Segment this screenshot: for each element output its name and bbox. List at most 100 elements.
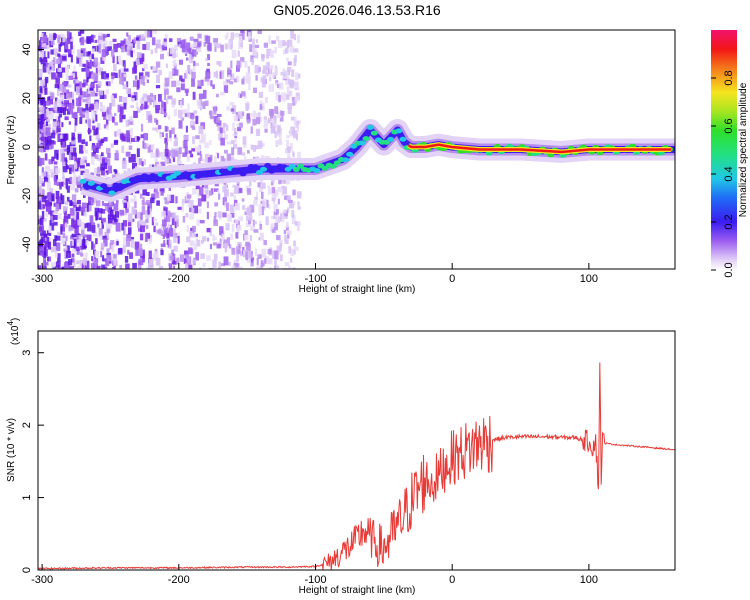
spectrogram-speckle (57, 231, 61, 238)
spectrogram-speckle (185, 125, 188, 133)
spectrogram-speckle (207, 62, 210, 67)
spectrogram-speckle (93, 263, 99, 269)
ridge-blob (100, 183, 108, 189)
spectrogram-speckle (73, 242, 77, 251)
spectrogram-speckle (132, 262, 137, 269)
spectrogram-speckle (226, 202, 230, 211)
spectrogram-speckle (281, 211, 285, 218)
spectrogram-speckle (155, 222, 159, 226)
spectrogram-speckle (132, 67, 137, 74)
spectrogram-speckle (210, 116, 216, 120)
spectrogram-speckle (250, 126, 253, 134)
spectrogram-speckle (160, 249, 164, 256)
spectrogram-speckle (75, 246, 80, 251)
spectrogram-speckle (82, 98, 88, 103)
spectrogram-speckle (186, 112, 191, 118)
spectrogram-speckle (215, 93, 219, 98)
spectrogram-speckle (96, 173, 101, 179)
spectrogram-speckle (135, 248, 141, 256)
spectrogram-speckle (41, 189, 45, 197)
spectrogram-speckle (227, 213, 232, 222)
spectrogram-speckle (97, 166, 101, 173)
spectrogram-speckle (288, 246, 292, 254)
spectrogram-speckle (47, 241, 52, 250)
spectrogram-speckle (164, 77, 170, 87)
spectrogram-speckle (64, 100, 69, 105)
spectrogram-speckle (107, 153, 111, 159)
spectrogram-speckle (224, 149, 228, 154)
spectrogram-speckle (152, 66, 157, 71)
spectrogram-speckle (72, 202, 77, 208)
spectrogram-speckle (164, 159, 169, 165)
spectrogram-speckle (212, 242, 218, 246)
spectrogram-speckle (276, 35, 280, 42)
spectrogram-speckle (289, 128, 292, 137)
spectrogram-speckle (96, 123, 101, 130)
spectrogram-speckle (150, 193, 155, 199)
spectrogram-speckle (61, 266, 67, 269)
spectrogram-speckle (286, 146, 291, 154)
spectrogram-speckle (95, 101, 99, 110)
spectrogram-speckle (213, 37, 218, 43)
spectrogram-speckle (179, 75, 183, 82)
spectrogram-speckle (230, 108, 235, 112)
spectrogram-speckle (297, 120, 301, 125)
spectrogram-speckle (46, 100, 51, 106)
spectrogram-speckle (152, 253, 158, 261)
spectrogram-speckle (83, 234, 87, 238)
spectrogram-speckle (263, 119, 269, 128)
spectrogram-speckle (271, 83, 274, 92)
spectrogram-speckle (287, 39, 293, 48)
spectrogram-speckle (90, 156, 95, 165)
spectrogram-speckle (293, 33, 296, 41)
spectrogram-speckle (48, 232, 52, 236)
spectrogram-speckle (114, 112, 117, 117)
spectrogram-speckle (272, 200, 276, 204)
colorbar-tick-label: 0.0 (723, 262, 735, 277)
spectrogram-speckle (108, 40, 113, 47)
spectrogram-speckle (159, 133, 163, 139)
spectrogram-speckle (291, 69, 295, 77)
spectrogram-speckle (153, 225, 156, 233)
spectrogram-speckle (155, 102, 161, 107)
spectrogram-speckle (156, 200, 160, 206)
spectrogram-speckle (144, 201, 148, 206)
spectrogram-speckle (168, 71, 174, 79)
spectrogram-speckle (227, 69, 232, 77)
spectrogram-speckle (224, 201, 228, 208)
spectrogram-speckle (78, 175, 81, 182)
spectrogram-speckle (77, 219, 82, 226)
ridge-blob (173, 170, 181, 176)
spectrogram-speckle (182, 215, 186, 223)
spectrogram-speckle (106, 106, 112, 115)
spectrogram-speckle (217, 267, 221, 269)
spectrogram-speckle (80, 187, 83, 191)
spectrogram-speckle (39, 239, 44, 249)
spectrogram-speckle (38, 53, 43, 57)
spectrogram-speckle (205, 189, 209, 195)
spectrogram-speckle (48, 256, 52, 262)
spectrogram-speckle (104, 205, 109, 211)
spectrogram-speckle (265, 155, 270, 160)
spectrogram-frame (37, 29, 676, 270)
spectrogram-speckle (295, 72, 299, 81)
spectrogram-speckle (239, 122, 243, 128)
spectrogram-speckle (40, 58, 44, 65)
spectrogram-speckle (72, 45, 75, 55)
spectrogram-speckle (214, 212, 217, 217)
spectrogram-speckle (111, 76, 114, 84)
spectrogram-speckle (189, 207, 193, 213)
spectrogram-speckle (60, 153, 65, 162)
spectrogram-speckle (113, 43, 118, 53)
spectrogram-speckle (213, 71, 218, 78)
spectrogram-speckle (169, 130, 172, 139)
spectrogram-speckle (266, 199, 269, 208)
spectrogram-speckle (282, 49, 287, 55)
spectrogram-speckle (166, 158, 172, 164)
spectrogram-speckle (164, 88, 169, 95)
spectrogram-speckle (113, 218, 118, 223)
spectrogram-speckle (255, 128, 261, 136)
spectrogram-speckle (50, 107, 55, 114)
spectrogram-speckle (186, 65, 191, 72)
spectrogram-speckle (48, 193, 53, 202)
